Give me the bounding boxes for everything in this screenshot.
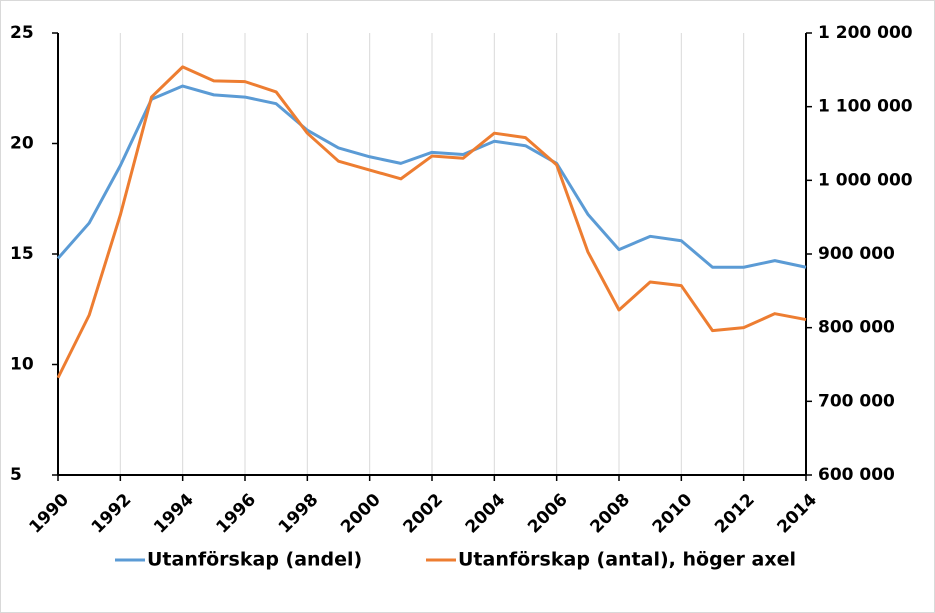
y-tick-label: 20 <box>10 134 34 154</box>
y2-tick-label: 900 000 <box>818 244 895 264</box>
series-line <box>56 65 807 379</box>
y2-tick-label: 1 100 000 <box>818 97 913 117</box>
series-line <box>56 84 807 269</box>
legend: Utanförskap (andel) Utanförskap (antal), … <box>115 549 796 571</box>
y2-tick-label: 1 200 000 <box>818 23 913 43</box>
legend-label: Utanförskap (antal), höger axel <box>458 549 796 571</box>
legend-label: Utanförskap (andel) <box>147 549 362 571</box>
y-tick-label: 5 <box>10 465 22 485</box>
y2-tick-label: 600 000 <box>818 465 895 485</box>
y2-tick-label: 800 000 <box>818 318 895 338</box>
y2-tick-label: 1 000 000 <box>818 170 913 190</box>
y-tick-label: 15 <box>10 244 34 264</box>
y2-tick-label: 700 000 <box>818 391 895 411</box>
y-tick-label: 10 <box>10 355 34 375</box>
y-tick-label: 25 <box>10 23 34 43</box>
